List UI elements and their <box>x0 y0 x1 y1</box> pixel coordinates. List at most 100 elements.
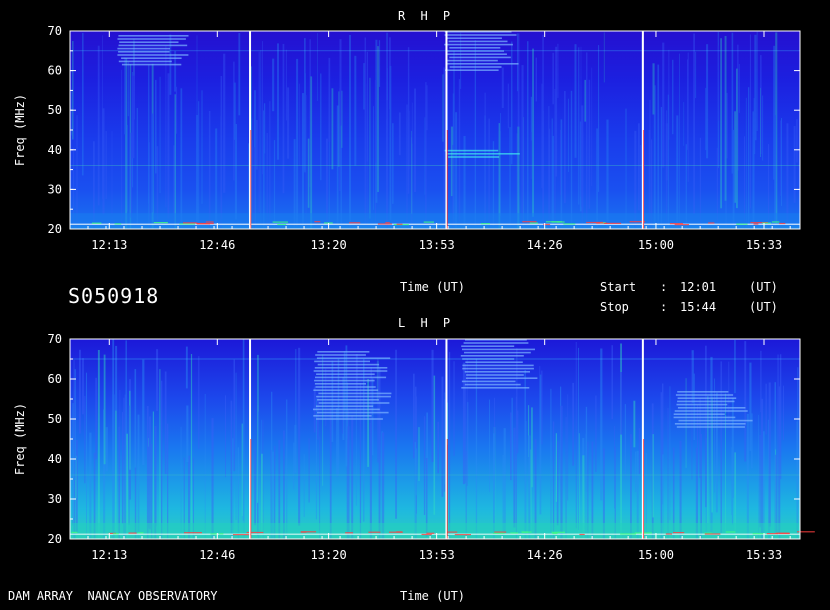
lhp-noise <box>108 532 117 534</box>
lhp-xtick-label: 15:33 <box>746 548 782 562</box>
rhp-noise <box>629 221 646 223</box>
lhp-noise <box>300 531 317 533</box>
rhp-noise <box>603 222 622 224</box>
lhp-texture <box>72 339 799 539</box>
lhp-xtick-label: 13:53 <box>419 548 455 562</box>
start-colon: : <box>660 280 668 294</box>
lhp-noise <box>219 533 224 535</box>
rhp-noise <box>545 221 562 223</box>
lhp-noise <box>579 533 585 536</box>
rhp-noise <box>669 223 683 225</box>
lhp-xtick-label: 14:26 <box>527 548 563 562</box>
rhp-low-band <box>70 213 800 229</box>
lhp-title: L H P <box>398 316 455 330</box>
rhp-emission-patch <box>444 149 520 158</box>
rhp-noise <box>277 223 287 226</box>
lhp-noise <box>521 531 532 533</box>
lhp-ytick-label: 30 <box>48 492 62 506</box>
lhp-noise <box>673 532 685 534</box>
rhp-noise <box>753 223 759 225</box>
rhp-ytick-label: 70 <box>48 24 62 38</box>
lhp-noise <box>184 532 202 534</box>
lhp-noise <box>665 533 673 535</box>
lhp-noise <box>510 532 519 534</box>
lhp-ytick-label: 20 <box>48 532 62 546</box>
lhp-noise <box>368 531 381 533</box>
rhp-noise <box>377 223 392 225</box>
rhp-noise <box>586 221 604 224</box>
stop-colon: : <box>660 300 668 314</box>
lhp-noise <box>778 532 790 535</box>
rhp-noise <box>480 223 490 225</box>
start-value: 12:01 <box>680 280 717 294</box>
rhp-noise <box>196 222 214 225</box>
rhp-ytick-label: 40 <box>48 143 62 157</box>
bottom-time-axis-label: Time (UT) <box>400 589 466 603</box>
rhp-xtick-label: 15:00 <box>638 238 674 252</box>
lhp-xtick-label: 12:13 <box>91 548 127 562</box>
rhp-spectrogram-background <box>70 31 800 229</box>
lhp-noise <box>797 531 815 533</box>
rhp-title: R H P <box>398 9 455 23</box>
lhp-noise <box>492 532 505 534</box>
rhp-noise <box>272 221 288 223</box>
lhp-noise <box>752 533 765 535</box>
lhp-ytick-label: 70 <box>48 332 62 346</box>
stop-unit: (UT) <box>749 300 778 314</box>
lhp-noise <box>71 531 78 533</box>
start-unit: (UT) <box>749 280 778 294</box>
rhp-noise <box>543 223 551 226</box>
start-label: Start <box>600 280 637 294</box>
stop-label: Stop <box>600 300 629 314</box>
rhp-panel: 20 30 40 50 60 70 Freq (MHz) 12:13 12:46 13:20 13:… <box>13 24 801 252</box>
rhp-noise <box>762 222 772 224</box>
rhp-xtick-label: 15:33 <box>746 238 782 252</box>
rhp-noise <box>423 221 434 223</box>
lhp-noise <box>454 534 471 536</box>
lhp-noise <box>210 533 218 535</box>
lhp-noise <box>620 533 636 535</box>
top-time-axis-label: Time (UT) <box>400 280 466 294</box>
rhp-noise <box>708 222 715 224</box>
lhp-xtick-label: 15:00 <box>638 548 674 562</box>
rhp-noise <box>385 222 390 224</box>
rhp-emission-patch <box>117 35 189 66</box>
lhp-noise <box>112 533 119 535</box>
lhp-noise <box>300 531 307 533</box>
lhp-xtick-label: 13:20 <box>311 548 347 562</box>
lhp-panel: 20 30 40 50 60 70 Freq (MHz) 12:13 12:46 13:20 13:… <box>13 332 815 562</box>
lhp-ytick-label: 60 <box>48 372 62 386</box>
rhp-noise <box>314 221 321 223</box>
rhp-noise <box>674 224 689 226</box>
lhp-noise <box>766 533 779 535</box>
rhp-xtick-label: 13:53 <box>419 238 455 252</box>
stop-value: 15:44 <box>680 300 717 314</box>
rhp-xtick-label: 14:26 <box>527 238 563 252</box>
lhp-noise <box>551 531 565 533</box>
rhp-noise <box>779 222 786 225</box>
lhp-noise <box>233 534 250 536</box>
lhp-noise <box>246 531 264 534</box>
rhp-noise <box>91 222 102 224</box>
lhp-noise <box>396 531 403 533</box>
lhp-noise <box>725 531 736 533</box>
rhp-noise <box>349 222 361 224</box>
lhp-noise <box>494 531 507 533</box>
observatory-label: DAM ARRAY NANCAY OBSERVATORY <box>8 589 218 603</box>
rhp-noise <box>529 222 539 224</box>
lhp-noise <box>128 532 137 534</box>
lhp-noise <box>445 531 458 533</box>
lhp-emission-patch <box>460 339 538 389</box>
lhp-noise <box>552 532 558 535</box>
rhp-noise <box>205 221 214 223</box>
lhp-noise <box>704 533 721 535</box>
rhp-xtick-label: 12:13 <box>91 238 127 252</box>
lhp-spectrogram-background <box>70 339 800 539</box>
lhp-noise <box>345 532 353 534</box>
rhp-ytick-label: 50 <box>48 103 62 117</box>
lhp-noise <box>137 532 144 534</box>
lhp-noise <box>704 532 713 534</box>
rhp-ytick-label: 20 <box>48 222 62 236</box>
rhp-noise <box>750 222 768 224</box>
rhp-noise <box>396 223 403 225</box>
